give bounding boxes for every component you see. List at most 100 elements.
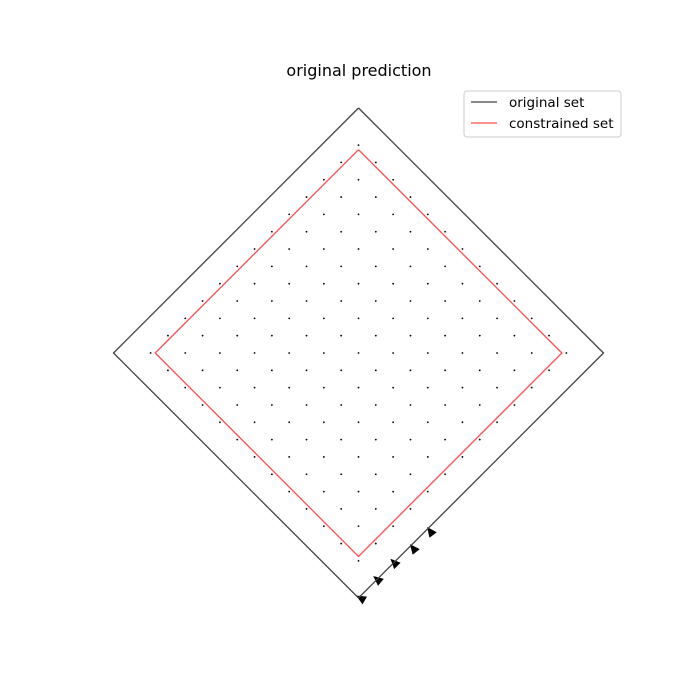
vector-field-dot [201,334,204,337]
vector-field-dot [392,178,395,181]
vector-field-dot [288,352,291,354]
vector-field-dot [374,334,377,337]
vector-field-dot [409,473,412,476]
vector-field-dot [374,265,377,268]
vector-field-dot [374,230,377,233]
vector-field-dot [270,404,273,406]
vector-field-dot [392,525,395,528]
vector-field-dot [444,473,447,476]
vector-field-dot [270,334,273,337]
vector-field-dot [426,282,429,285]
vector-field-dot [409,438,412,441]
vector-arrow [409,544,420,555]
vector-field-dot [461,421,464,424]
vector-field-dot [392,490,395,493]
vector-field-dot [305,196,308,198]
vector-field-dot [496,352,498,354]
vector-field-dots [149,144,568,562]
vector-field-dot [288,456,291,458]
vector-field-dot [236,334,239,337]
vector-field-dot [426,456,429,458]
vector-field-dot [340,230,343,233]
series-original-set [112,107,605,599]
vector-field-dot [288,282,291,285]
vector-field-dot [426,352,429,354]
vector-field-dot [340,196,343,198]
vector-field-dot [374,161,377,164]
vector-field-dot [357,178,360,181]
series-constrained-set [154,149,563,558]
vector-field-dot [305,369,308,372]
vector-field-dot [340,161,343,164]
vector-field-dot [530,317,533,320]
vector-field-dot [236,369,239,372]
vector-field-dot [253,352,256,354]
vector-field-dot [478,438,481,441]
vector-field-dot [548,369,550,372]
vector-field-dot [392,421,395,424]
vector-field-dot [340,473,343,476]
vector-field-dot [374,473,377,476]
vector-field-dot [461,456,464,458]
vector-field-dot [409,265,412,268]
vector-field-dot [444,438,447,441]
vector-field-dot [322,386,325,389]
vector-field-dot [409,196,412,198]
vector-field-dot [322,213,325,216]
vector-field-dot [288,213,291,216]
vector-field-dot [496,317,498,320]
vector-field-dot [201,404,204,406]
vector-field-dot [392,282,395,285]
vector-field-dot [253,421,256,424]
vector-field-dot [478,369,481,372]
vector-field-dot [478,300,481,302]
vector-field-dot [496,282,498,285]
vector-field-dot [357,525,360,528]
vector-field-dot [270,230,273,233]
vector-field-dot [184,386,187,389]
vector-field-dot [322,317,325,320]
vector-field-dot [340,404,343,406]
vector-field-dot [392,213,395,216]
vector-field-dot [253,317,256,320]
vector-field-dot [167,369,169,372]
vector-field-dot [219,317,221,320]
vector-field-dot [461,352,464,354]
vector-field-dot [357,248,360,250]
vector-field-dot [305,265,308,268]
vector-arrow [390,558,401,570]
vector-field-dot [478,265,481,268]
vector-field-dot [478,404,481,406]
vector-field-dot [461,317,464,320]
vector-field-dot [426,490,429,493]
vector-field-dot [444,265,447,268]
vector-field-dot [357,456,360,458]
vector-field-dot [392,317,395,320]
vector-arrow [373,576,384,586]
vector-field-dot [444,230,447,233]
vector-field-dot [305,473,308,476]
vector-field-dot [513,334,516,337]
legend-label-original-set: original set [509,95,584,111]
vector-field-dot [340,508,343,510]
vector-field-dot [270,438,273,441]
vector-field-dot [270,369,273,372]
vector-field-dot [357,386,360,389]
vector-field-dot [496,386,498,389]
vector-field-dot [322,490,325,493]
vector-field-dot [340,265,343,268]
vector-field-dot [357,352,360,354]
vector-field-dot [513,369,516,372]
legend: original set constrained set [463,90,622,138]
vector-field-dot [392,456,395,458]
vector-field-dot [444,404,447,406]
vector-field-dot [184,352,187,354]
vector-field-dot [236,404,239,406]
vector-field-dot [426,421,429,424]
vector-field-dot [253,386,256,389]
vector-field-dot [392,386,395,389]
vector-field-dot [219,282,221,285]
vector-field-dot [253,282,256,285]
vector-field-dot [305,404,308,406]
